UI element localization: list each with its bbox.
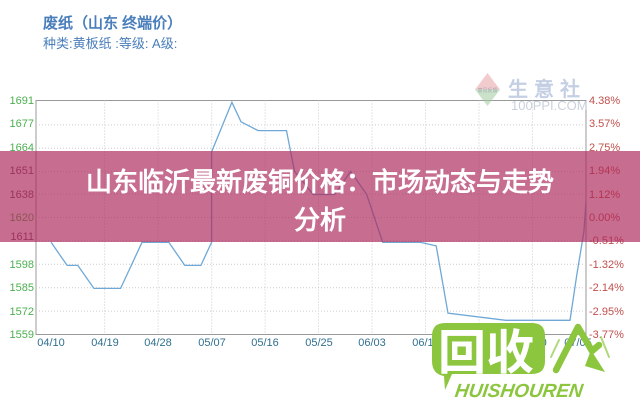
svg-text:回收: 回收 bbox=[438, 313, 534, 383]
